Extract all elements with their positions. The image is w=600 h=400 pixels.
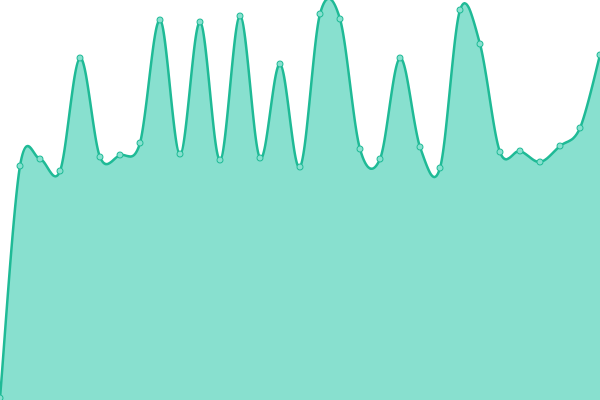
- point: [36, 155, 44, 163]
- point: [16, 162, 24, 170]
- point: [316, 10, 324, 18]
- point: [396, 54, 404, 62]
- point: [116, 151, 124, 159]
- point: [536, 158, 544, 166]
- point: [276, 60, 284, 68]
- point: [0, 394, 4, 400]
- point: [576, 124, 584, 132]
- point: [216, 156, 224, 164]
- point: [256, 154, 264, 162]
- point: [516, 147, 524, 155]
- point: [236, 12, 244, 20]
- point: [196, 18, 204, 26]
- point: [476, 40, 484, 48]
- point: [356, 145, 364, 153]
- point: [296, 163, 304, 171]
- point: [96, 153, 104, 161]
- point: [56, 167, 64, 175]
- point: [136, 139, 144, 147]
- point: [336, 15, 344, 23]
- point: [496, 148, 504, 156]
- point: [456, 6, 464, 14]
- point: [596, 51, 600, 59]
- point: [416, 143, 424, 151]
- point: [436, 164, 444, 172]
- point: [376, 155, 384, 163]
- point: [156, 16, 164, 24]
- point: [556, 142, 564, 150]
- point: [176, 150, 184, 158]
- point: [76, 54, 84, 62]
